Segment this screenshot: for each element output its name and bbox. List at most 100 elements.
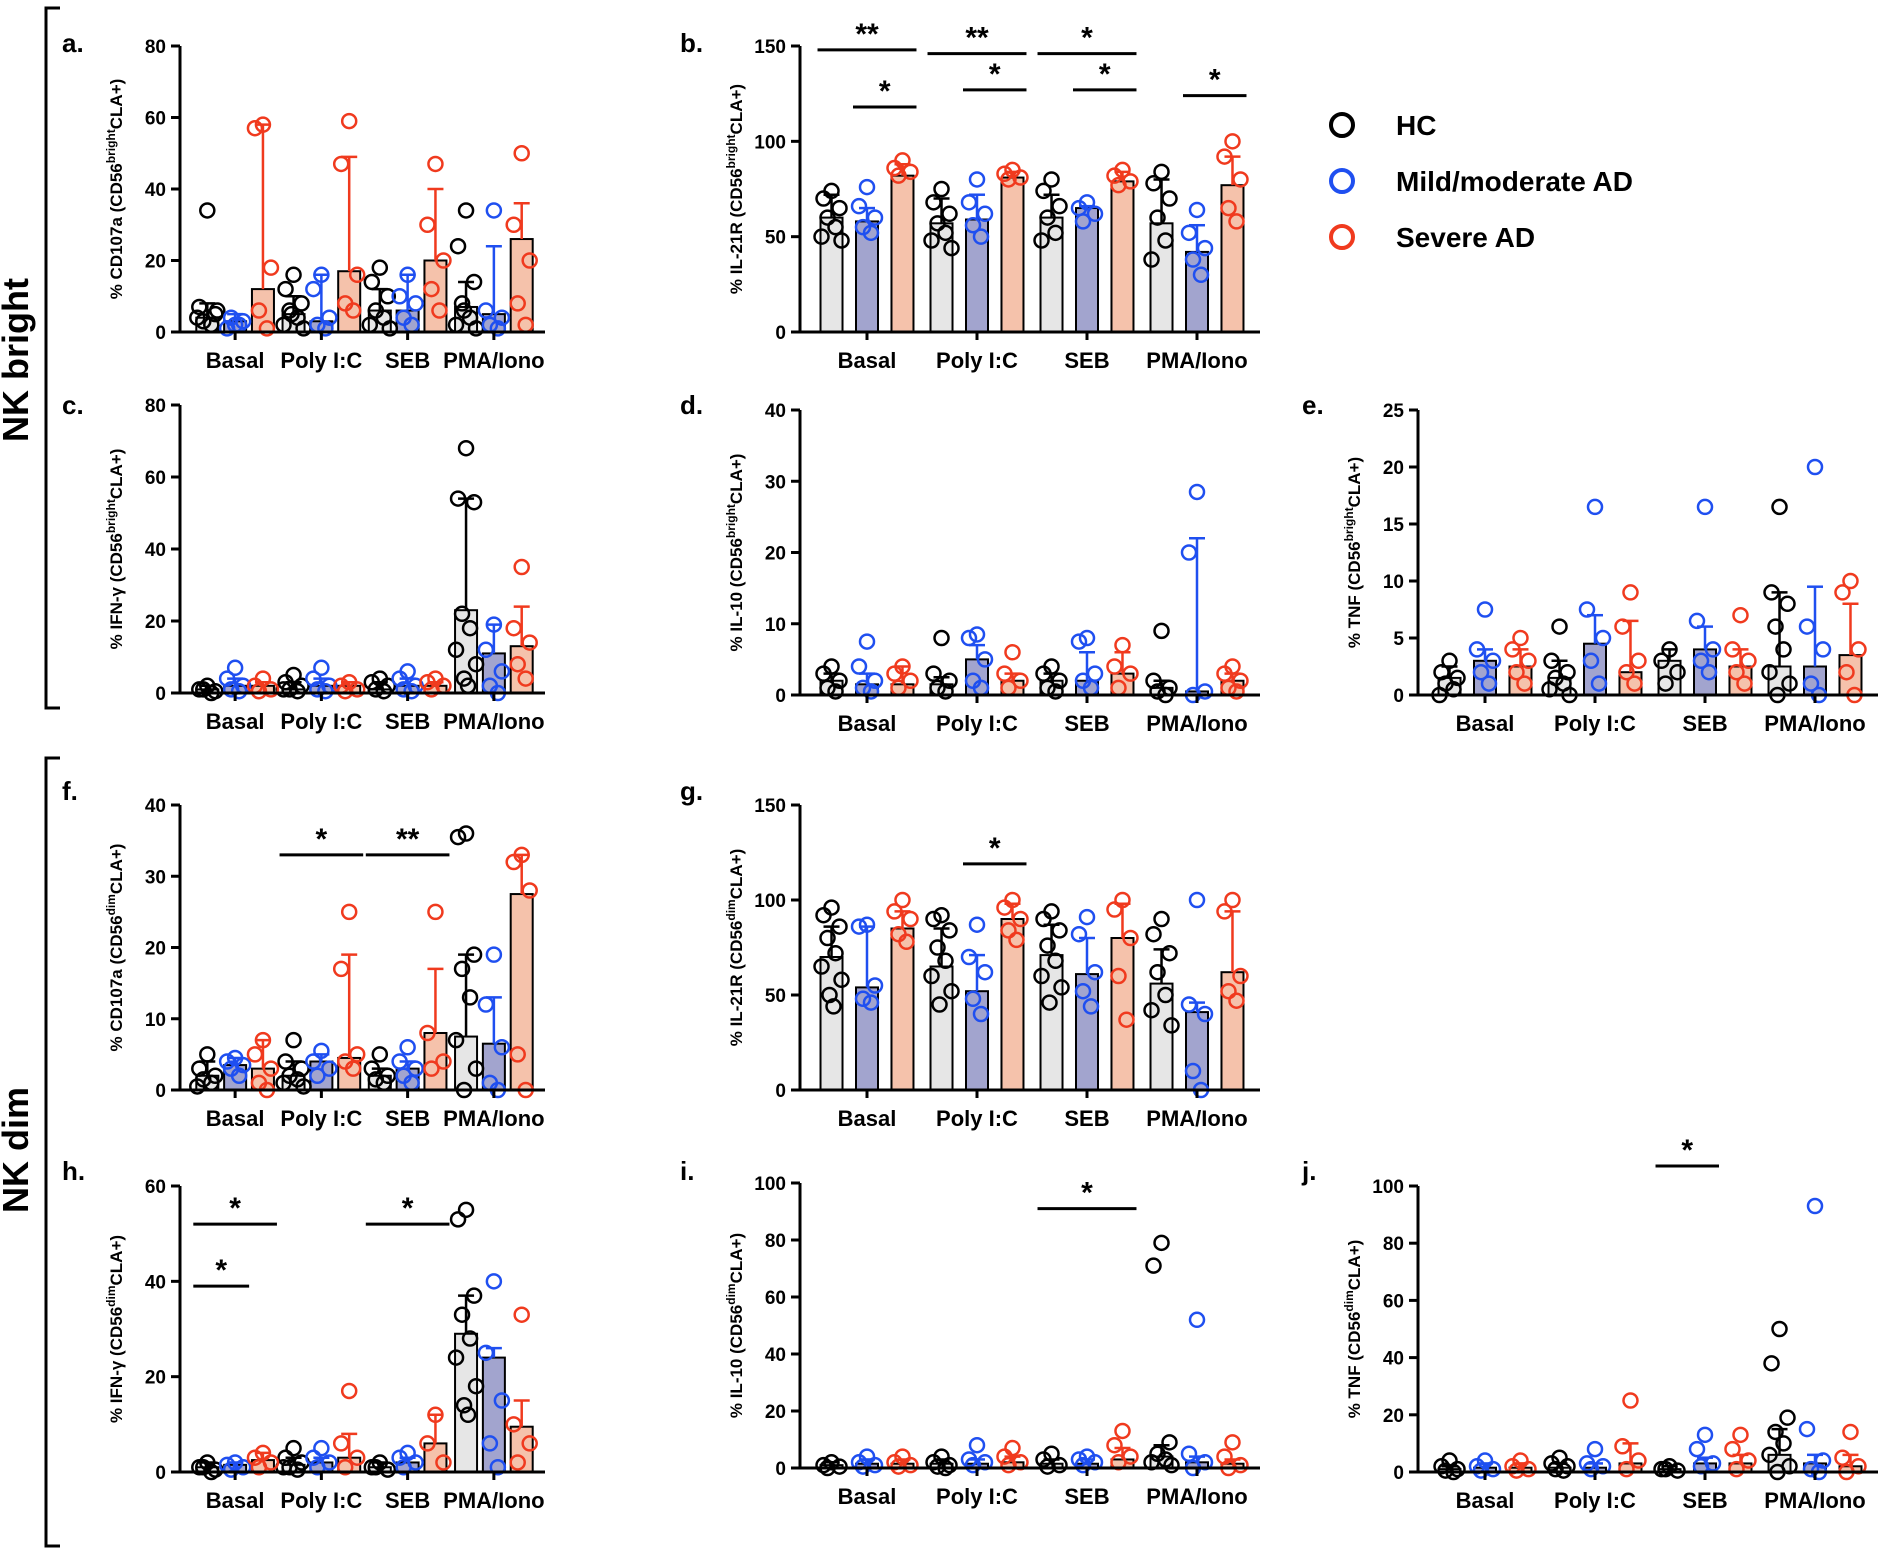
data-point-a-mild-3 bbox=[489, 320, 507, 337]
data-point-f-severe-3 bbox=[505, 853, 522, 871]
y-axis-label-part: CLA+) bbox=[727, 849, 746, 900]
data-point-f-severe-2 bbox=[427, 903, 444, 921]
data-point-d-mild-1 bbox=[976, 651, 994, 668]
data-point-e-mild-1 bbox=[1586, 498, 1604, 516]
data-point-f-severe-0 bbox=[262, 1060, 280, 1077]
data-point-e-severe-2 bbox=[1732, 606, 1749, 624]
data-point-b-hc-3 bbox=[1149, 209, 1166, 226]
data-point-g-severe-0 bbox=[898, 933, 915, 951]
y-axis-label-i: % IL-10 (CD56dimCLA+) bbox=[724, 1233, 746, 1418]
data-point-a-severe-2 bbox=[419, 216, 436, 233]
bar-g-severe-3 bbox=[1220, 971, 1245, 1092]
data-point-b-hc-2 bbox=[1047, 224, 1064, 242]
bar-g-mild-0 bbox=[855, 986, 879, 1092]
data-point-a-severe-1 bbox=[340, 112, 358, 130]
data-point-g-severe-2 bbox=[1114, 891, 1131, 909]
data-point-b-hc-1 bbox=[937, 224, 954, 242]
data-point-f-hc-2 bbox=[367, 1071, 385, 1088]
data-point-a-hc-0 bbox=[209, 302, 226, 319]
data-point-h-mild-0 bbox=[234, 1458, 252, 1476]
data-point-h-mild-2 bbox=[395, 1458, 412, 1476]
bar-b-severe-3 bbox=[1220, 184, 1245, 333]
data-point-d-hc-1 bbox=[925, 665, 942, 682]
x-tick-label-g: Basal bbox=[838, 1106, 897, 1131]
data-point-j-mild-1 bbox=[1586, 1440, 1604, 1458]
y-tick-label-h: 40 bbox=[145, 1272, 166, 1293]
data-point-g-hc-0 bbox=[831, 918, 848, 935]
data-point-a-mild-1 bbox=[321, 309, 338, 326]
y-axis-label-b: % IL-21R (CD56brightCLA+) bbox=[724, 84, 746, 294]
data-point-j-severe-2 bbox=[1724, 1440, 1741, 1458]
data-point-f-hc-1 bbox=[293, 1060, 310, 1077]
data-point-a-severe-3 bbox=[509, 295, 526, 312]
x-tick-label-b: Basal bbox=[838, 348, 897, 373]
data-point-f-severe-1 bbox=[344, 1060, 362, 1077]
y-tick-label-j: 80 bbox=[1383, 1234, 1404, 1255]
data-point-c-mild-0 bbox=[226, 659, 244, 677]
data-point-g-mild-1 bbox=[964, 990, 982, 1008]
data-point-b-mild-2 bbox=[1074, 213, 1092, 230]
data-point-e-mild-1 bbox=[1590, 675, 1608, 692]
data-point-d-severe-0 bbox=[886, 665, 903, 682]
legend-marker-hc bbox=[1329, 112, 1355, 138]
y-tick-label-c: 20 bbox=[145, 612, 166, 633]
significance-label-b-0: ** bbox=[855, 18, 879, 51]
data-point-e-mild-3 bbox=[1806, 458, 1824, 476]
data-point-f-severe-2 bbox=[419, 1024, 436, 1042]
data-point-f-mild-1 bbox=[305, 1053, 322, 1070]
x-tick-label-h: Basal bbox=[206, 1488, 265, 1513]
data-point-e-severe-0 bbox=[1516, 675, 1533, 692]
data-point-b-severe-3 bbox=[1220, 199, 1237, 217]
data-point-j-mild-3 bbox=[1806, 1197, 1824, 1215]
data-point-f-mild-1 bbox=[309, 1067, 326, 1084]
data-point-a-mild-2 bbox=[407, 295, 424, 312]
x-tick-label-a: Poly I:C bbox=[280, 348, 362, 373]
bar-h-mild-3 bbox=[481, 1356, 506, 1473]
data-point-i-hc-3 bbox=[1163, 1456, 1180, 1474]
y-tick-label-j: 40 bbox=[1383, 1349, 1404, 1370]
x-tick-label-c: PMA/Iono bbox=[443, 709, 544, 734]
y-tick-label-e: 0 bbox=[1393, 686, 1404, 707]
data-point-c-hc-3 bbox=[461, 619, 479, 637]
data-point-b-mild-1 bbox=[960, 194, 978, 211]
data-point-h-mild-3 bbox=[477, 1344, 495, 1362]
data-point-h-severe-3 bbox=[521, 1435, 538, 1452]
x-tick-label-e: Basal bbox=[1456, 711, 1515, 736]
x-tick-label-h: Poly I:C bbox=[280, 1488, 362, 1513]
data-point-f-mild-3 bbox=[485, 946, 503, 963]
legend: HC Mild/moderate AD Severe AD bbox=[1329, 110, 1633, 253]
data-point-g-mild-0 bbox=[858, 916, 876, 933]
y-tick-label-i: 80 bbox=[765, 1231, 786, 1252]
data-point-b-hc-1 bbox=[933, 180, 950, 198]
y-tick-label-i: 0 bbox=[775, 1459, 786, 1480]
x-tick-label-i: SEB bbox=[1064, 1484, 1109, 1509]
data-point-a-hc-2 bbox=[371, 259, 389, 276]
y-axis-label-f: % CD107a (CD56dimCLA+) bbox=[104, 844, 126, 1052]
data-point-g-severe-2 bbox=[1106, 901, 1123, 918]
y-tick-label-g: 0 bbox=[775, 1081, 786, 1102]
y-tick-label-g: 100 bbox=[754, 891, 786, 912]
data-point-e-severe-0 bbox=[1508, 663, 1525, 681]
data-point-j-severe-1 bbox=[1618, 1460, 1635, 1478]
data-point-d-mild-1 bbox=[960, 629, 978, 647]
x-tick-label-a: Basal bbox=[206, 348, 265, 373]
y-axis-label-e: % TNF (CD56brightCLA+) bbox=[1342, 457, 1364, 648]
data-point-j-mild-3 bbox=[1802, 1460, 1820, 1478]
x-tick-label-c: SEB bbox=[385, 709, 430, 734]
panel-label-c: c. bbox=[62, 390, 84, 420]
y-axis-label-part: % IL-10 (CD56 bbox=[727, 1305, 746, 1418]
data-point-h-hc-1 bbox=[277, 1449, 294, 1466]
x-tick-label-f: Poly I:C bbox=[280, 1106, 362, 1131]
data-point-j-hc-3 bbox=[1761, 1446, 1778, 1464]
y-axis-label-part: CLA+) bbox=[727, 1233, 746, 1284]
data-point-g-severe-0 bbox=[902, 910, 919, 928]
data-point-d-severe-2 bbox=[1106, 658, 1123, 675]
y-tick-label-i: 40 bbox=[765, 1345, 786, 1366]
y-tick-label-b: 50 bbox=[765, 228, 786, 249]
data-point-b-mild-3 bbox=[1192, 266, 1210, 284]
y-tick-label-c: 60 bbox=[145, 468, 166, 489]
data-point-e-severe-3 bbox=[1838, 663, 1855, 681]
data-point-f-severe-2 bbox=[423, 1060, 440, 1077]
data-point-c-hc-3 bbox=[447, 641, 465, 659]
data-point-i-severe-2 bbox=[1114, 1422, 1131, 1440]
